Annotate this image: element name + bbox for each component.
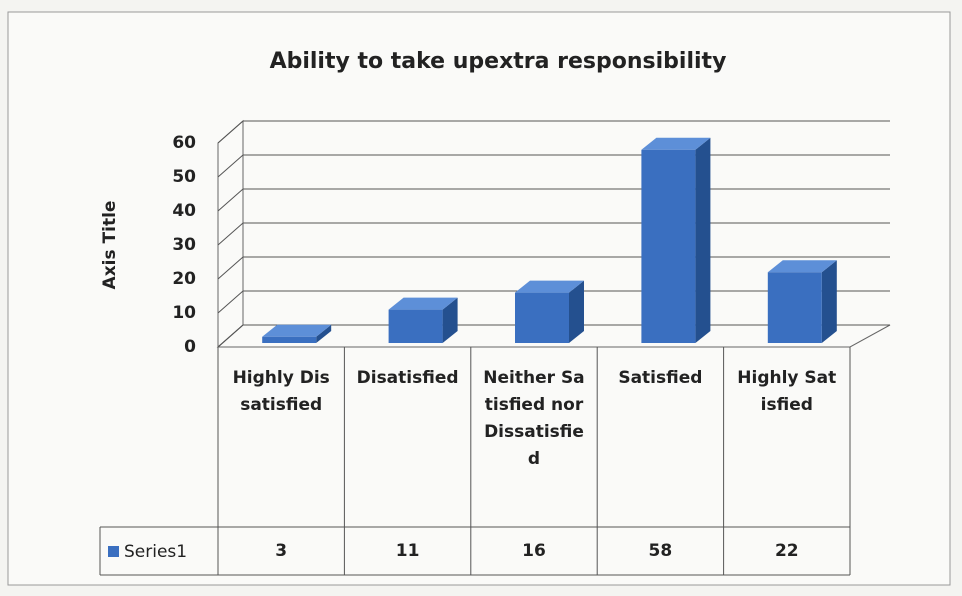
- bar-front: [262, 336, 317, 343]
- bar: [767, 260, 837, 343]
- table-value: 58: [648, 541, 673, 561]
- category-label: Neither Satisfied nor Dissatisfied: [483, 368, 585, 469]
- y-tick-label: 30: [172, 235, 196, 255]
- y-tick-label: 60: [172, 133, 196, 153]
- bar-side: [821, 260, 837, 343]
- y-tick-label: 50: [172, 167, 196, 187]
- bar-side: [316, 324, 332, 343]
- bar-front: [515, 292, 569, 343]
- grid-line: [217, 120, 890, 144]
- bar-top: [388, 297, 458, 310]
- legend-swatch: [108, 546, 119, 557]
- table-value: 11: [395, 541, 420, 561]
- bar: [388, 297, 458, 343]
- bar-front: [767, 272, 822, 343]
- bar-top: [767, 260, 837, 273]
- bar-front: [641, 149, 696, 343]
- category-label: Satisfied: [618, 368, 703, 388]
- bar-top: [262, 324, 332, 337]
- bar-front: [388, 309, 443, 343]
- bar-top: [641, 137, 711, 150]
- y-tick-label: 20: [172, 269, 196, 289]
- bar: [515, 280, 584, 343]
- legend-label: Series1: [124, 542, 187, 562]
- bar-side: [569, 280, 584, 343]
- table-value: 16: [522, 541, 546, 561]
- bar-side: [695, 137, 711, 343]
- y-tick-label: 10: [172, 303, 196, 323]
- y-axis-title: Axis Title: [100, 201, 120, 290]
- bar: [262, 324, 332, 343]
- bar: [641, 137, 711, 343]
- y-tick-label: 0: [184, 337, 196, 357]
- table-value: 3: [275, 541, 288, 561]
- category-label: Highly Dissatisfied: [232, 368, 330, 415]
- category-label: Highly Satisfied: [737, 368, 837, 415]
- y-tick-label: 40: [172, 201, 196, 221]
- bar-top: [515, 280, 584, 293]
- category-label: Disatisfied: [356, 368, 459, 388]
- bar-side: [442, 297, 458, 343]
- table-value: 22: [774, 541, 799, 561]
- chart-title: Ability to take upextra responsibility: [270, 49, 727, 74]
